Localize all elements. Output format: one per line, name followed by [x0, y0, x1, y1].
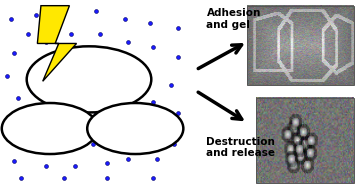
Circle shape	[27, 46, 151, 112]
Polygon shape	[37, 6, 77, 81]
Bar	[247, 6, 354, 85]
Text: Destruction
and release: Destruction and release	[206, 137, 276, 158]
Bar	[256, 98, 354, 183]
Circle shape	[87, 103, 183, 154]
Text: Adhesion
and gel: Adhesion and gel	[206, 8, 261, 30]
Circle shape	[2, 103, 98, 154]
